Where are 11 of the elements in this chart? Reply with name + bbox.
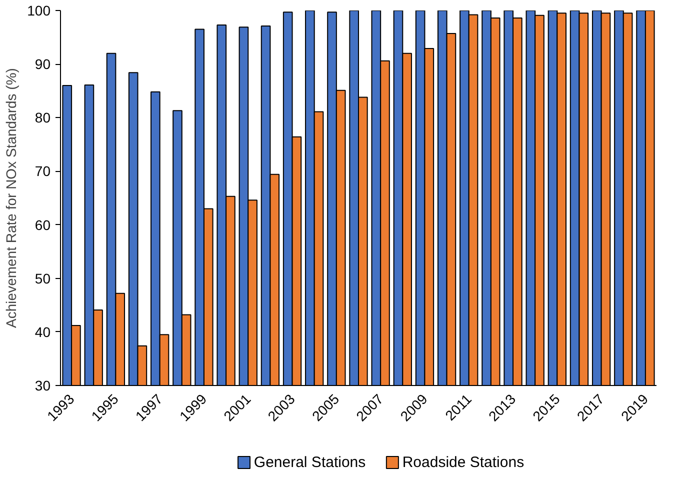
y-tick-label: 40	[34, 324, 51, 340]
legend-label: Roadside Stations	[402, 454, 524, 471]
y-tick-label: 80	[34, 110, 51, 126]
y-tick-label: 60	[34, 216, 51, 233]
y-tick-label: 100	[27, 2, 51, 18]
y-tick-label: 30	[34, 378, 51, 394]
y-tick-label: 50	[34, 270, 51, 286]
legend-label: General Stations	[254, 454, 366, 471]
y-tick-label: 70	[34, 163, 51, 180]
y-tick-label: 90	[34, 56, 51, 72]
y-axis-title: Achievement Rate for NOx Standards (%)	[3, 68, 20, 328]
